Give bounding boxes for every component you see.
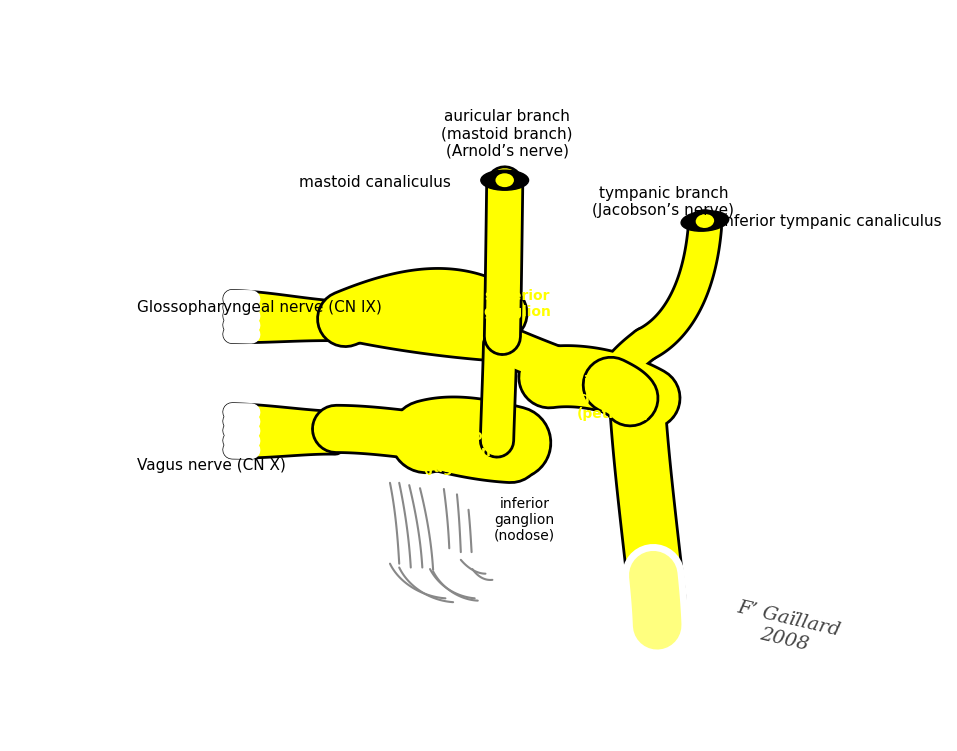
Text: inferior
ganglion
(nodose): inferior ganglion (nodose) [494,496,555,543]
Text: Glossopharyngeal nerve (CN IX): Glossopharyngeal nerve (CN IX) [138,300,382,315]
Text: mastoid canaliculus: mastoid canaliculus [299,175,451,190]
Ellipse shape [696,214,714,228]
Text: Vagus nerve (CN X): Vagus nerve (CN X) [138,458,286,473]
Text: inferior tympanic canaliculus: inferior tympanic canaliculus [720,214,941,229]
Text: superior
ganglion
(jugular): superior ganglion (jugular) [423,429,491,475]
Ellipse shape [480,170,528,190]
Text: F’ Gaïllard
2008: F’ Gaïllard 2008 [731,599,842,660]
Text: superior
ganglion: superior ganglion [483,289,551,319]
Text: inferior
ganglion
(petrous): inferior ganglion (petrous) [576,375,650,421]
Ellipse shape [681,211,728,231]
Text: tympanic branch
(Jacobson’s nerve): tympanic branch (Jacobson’s nerve) [592,185,734,218]
Ellipse shape [496,173,514,187]
Text: auricular branch
(mastoid branch)
(Arnold’s nerve): auricular branch (mastoid branch) (Arnol… [441,109,573,159]
